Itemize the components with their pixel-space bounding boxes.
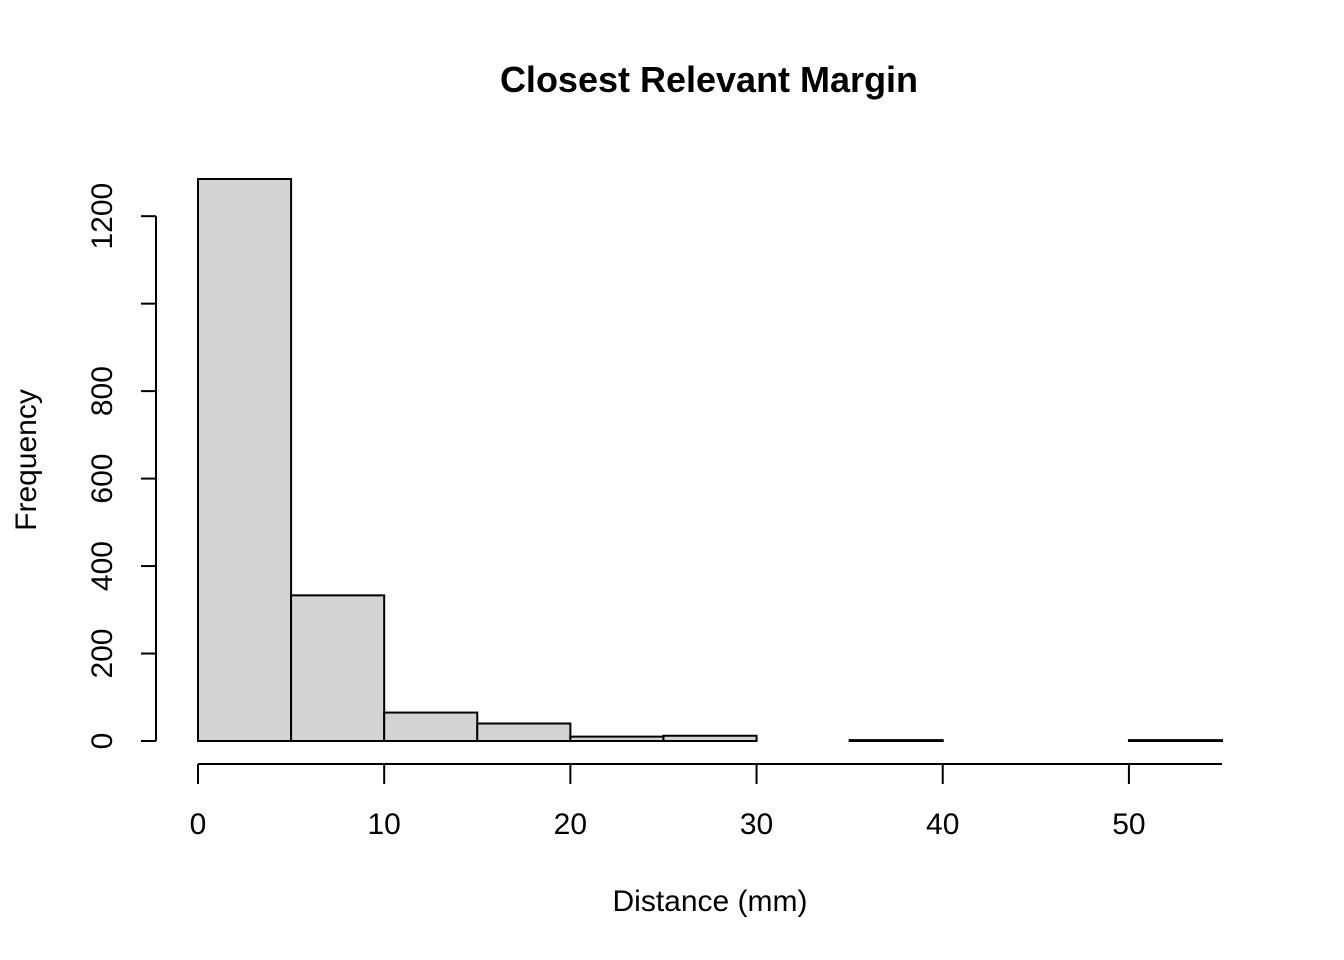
histogram-bar <box>569 735 665 743</box>
y-axis: 0 200 400 600 800 1200 <box>86 183 157 750</box>
histogram-bar <box>662 734 758 743</box>
histogram-bar <box>197 178 293 742</box>
y-tick-label: 0 <box>86 733 119 750</box>
y-axis-label: Frequency <box>10 389 43 531</box>
histogram-bar <box>1127 739 1223 743</box>
x-axis: 0 10 20 30 40 50 <box>190 763 1222 841</box>
y-tick-label: 600 <box>86 454 119 504</box>
y-tick-label: 200 <box>86 628 119 678</box>
x-tick-label: 30 <box>740 808 773 841</box>
chart-title: Closest Relevant Margin <box>500 59 918 100</box>
y-tick-label: 400 <box>86 541 119 591</box>
x-tick-label: 40 <box>926 808 959 841</box>
x-tick-label: 10 <box>367 808 400 841</box>
x-tick-label: 50 <box>1112 808 1145 841</box>
histogram-bar <box>290 594 386 742</box>
x-tick-label: 20 <box>554 808 587 841</box>
histogram-bar <box>383 711 479 742</box>
y-tick-label: 800 <box>86 366 119 416</box>
x-axis-label: Distance (mm) <box>612 885 807 918</box>
histogram-bar <box>476 722 572 743</box>
bars-group <box>197 178 1223 743</box>
histogram-bar <box>848 739 944 743</box>
y-tick-label: 1200 <box>86 183 119 250</box>
x-tick-label: 0 <box>190 808 207 841</box>
